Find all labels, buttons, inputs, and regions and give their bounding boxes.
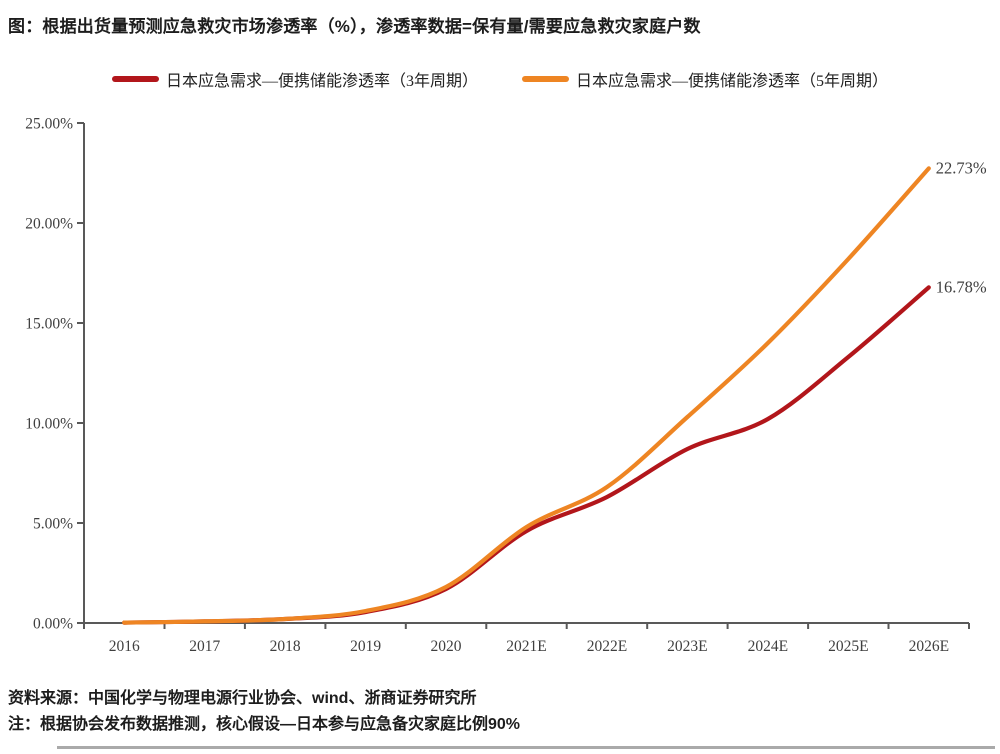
y-tick-label: 25.00% [25,116,73,133]
y-tick-label: 10.00% [25,416,73,433]
x-tick-label: 2018 [270,638,301,655]
y-tick-label: 0.00% [33,616,73,633]
y-tick-label: 20.00% [25,216,73,233]
y-tick-label: 15.00% [25,316,73,333]
assumption-note: 注：根据协会发布数据推测，核心假设—日本参与应急备灾家庭比例90% [8,716,521,733]
legend-label-5yr: 日本应急需求—便携储能渗透率（5年周期） [576,73,889,90]
x-tick-label: 2021E [506,638,546,655]
y-tick-label: 5.00% [33,516,73,533]
bottom-crop-artifact [57,746,995,749]
x-tick-label: 2025E [828,638,868,655]
series-line-1 [122,166,931,625]
x-tick-label: 2016 [109,638,140,655]
series-end-label: 22.73% [936,158,987,177]
legend-swatch-3yr-line [111,76,159,82]
chart-footnotes: 资料来源：中国化学与物理电源行业协会、wind、浙商证券研究所 注：根据协会发布… [8,686,992,738]
x-tick-label: 2017 [189,638,220,655]
series-line-0 [122,285,931,625]
x-tick-label: 2020 [431,638,462,655]
legend-item-5yr: 日本应急需求—便携储能渗透率（5年周期） [522,67,888,91]
x-tick-label: 2019 [350,638,381,655]
x-tick-label: 2023E [667,638,707,655]
page-title: 图：根据出货量预测应急救灾市场渗透率（%），渗透率数据=保有量/需要应急救灾家庭… [8,17,701,36]
legend-swatch-5yr-line [522,76,569,82]
x-tick-label: 2024E [748,638,788,655]
source-note: 资料来源：中国化学与物理电源行业协会、wind、浙商证券研究所 [8,690,477,707]
x-tick-label: 2026E [909,638,949,655]
legend-item-3yr: 日本应急需求—便携储能渗透率（3年周期） [111,67,478,91]
series-end-label: 16.78% [936,277,987,296]
chart-legend: 日本应急需求—便携储能渗透率（3年周期） 日本应急需求—便携储能渗透率（5年周期… [0,66,1000,92]
x-tick-label: 2022E [587,638,627,655]
legend-label-3yr: 日本应急需求—便携储能渗透率（3年周期） [165,73,478,90]
